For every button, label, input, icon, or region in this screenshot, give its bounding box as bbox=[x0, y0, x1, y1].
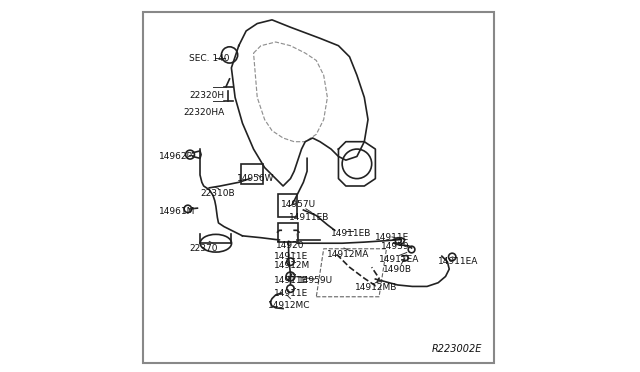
Text: 22320HA: 22320HA bbox=[184, 108, 225, 117]
Text: 22310B: 22310B bbox=[200, 189, 235, 198]
Text: 14911EB: 14911EB bbox=[331, 230, 371, 238]
Text: 22370: 22370 bbox=[189, 244, 218, 253]
Text: 14962P: 14962P bbox=[159, 152, 193, 161]
Text: 14912MB: 14912MB bbox=[355, 283, 397, 292]
Text: 14911E: 14911E bbox=[274, 276, 308, 285]
Text: 14956W: 14956W bbox=[237, 174, 275, 183]
Text: 14911EA: 14911EA bbox=[438, 257, 479, 266]
Text: 14957U: 14957U bbox=[281, 200, 316, 209]
Text: 14920: 14920 bbox=[276, 241, 304, 250]
Text: 1490B: 1490B bbox=[383, 264, 412, 273]
Text: 14911E: 14911E bbox=[274, 289, 308, 298]
Text: 14912MA: 14912MA bbox=[328, 250, 370, 259]
Text: 14912M: 14912M bbox=[274, 261, 310, 270]
Text: 14939: 14939 bbox=[381, 243, 410, 251]
Text: 22320H: 22320H bbox=[189, 91, 224, 100]
Text: 14911E: 14911E bbox=[376, 233, 410, 242]
Text: 14959U: 14959U bbox=[298, 276, 333, 285]
Text: SEC. 140: SEC. 140 bbox=[189, 54, 229, 63]
Text: 14911E: 14911E bbox=[274, 251, 308, 261]
Text: 14912MC: 14912MC bbox=[268, 301, 311, 311]
Text: 14961M: 14961M bbox=[159, 207, 196, 217]
Text: 14911EB: 14911EB bbox=[289, 213, 329, 222]
Text: R223002E: R223002E bbox=[432, 344, 483, 354]
Text: 14911EA: 14911EA bbox=[379, 255, 419, 264]
